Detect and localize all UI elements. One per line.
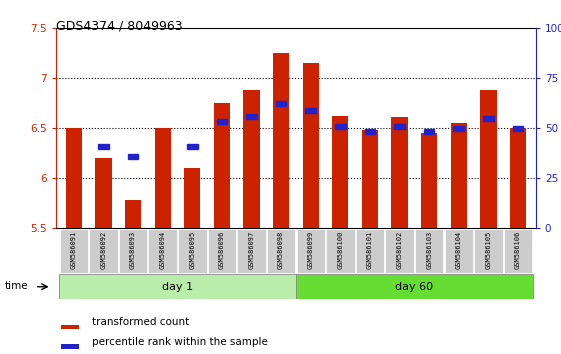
Bar	[332, 116, 348, 228]
Bar	[326, 229, 355, 273]
Text: GSM586092: GSM586092	[100, 231, 107, 269]
Bar	[305, 108, 316, 113]
Bar	[59, 274, 296, 299]
Bar	[267, 229, 295, 273]
Text: GSM586103: GSM586103	[426, 231, 432, 269]
Bar	[394, 124, 405, 129]
Bar	[66, 129, 82, 228]
Bar	[362, 130, 378, 228]
Bar	[98, 144, 109, 149]
Bar	[95, 158, 112, 228]
Bar	[119, 229, 148, 273]
Bar	[184, 169, 200, 228]
Bar	[392, 117, 408, 228]
Bar	[510, 129, 526, 228]
Bar	[89, 229, 118, 273]
Bar	[243, 90, 260, 228]
Text: GSM586100: GSM586100	[337, 231, 343, 269]
Bar	[474, 229, 503, 273]
Bar	[187, 144, 197, 149]
Bar	[504, 229, 532, 273]
Text: GSM586097: GSM586097	[249, 231, 255, 269]
Bar	[276, 101, 287, 105]
Bar	[302, 63, 319, 228]
Bar	[453, 126, 464, 131]
Text: time: time	[4, 281, 28, 291]
Text: GSM586101: GSM586101	[367, 231, 373, 269]
Bar	[61, 325, 79, 329]
Bar	[415, 229, 443, 273]
Bar	[217, 119, 227, 124]
Bar	[61, 344, 79, 348]
Bar	[208, 229, 236, 273]
Bar	[450, 123, 467, 228]
Text: GSM586105: GSM586105	[485, 231, 491, 269]
Bar	[246, 114, 257, 119]
Text: GSM586095: GSM586095	[189, 231, 195, 269]
Bar	[335, 124, 346, 129]
Bar	[237, 229, 266, 273]
Bar	[59, 229, 88, 273]
Text: GSM586104: GSM586104	[456, 231, 462, 269]
Bar	[444, 229, 473, 273]
Text: GSM586106: GSM586106	[515, 231, 521, 269]
Bar	[297, 229, 325, 273]
Bar	[178, 229, 206, 273]
Bar	[125, 200, 141, 228]
Bar	[149, 229, 177, 273]
Bar	[214, 103, 230, 228]
Text: GSM586091: GSM586091	[71, 231, 77, 269]
Text: GSM586099: GSM586099	[308, 231, 314, 269]
Bar	[385, 229, 414, 273]
Bar	[513, 126, 523, 131]
Text: GDS4374 / 8049963: GDS4374 / 8049963	[56, 19, 183, 33]
Text: percentile rank within the sample: percentile rank within the sample	[92, 337, 268, 347]
Bar	[296, 274, 533, 299]
Text: day 60: day 60	[396, 282, 434, 292]
Text: transformed count: transformed count	[92, 317, 189, 327]
Bar	[483, 116, 494, 120]
Text: GSM586093: GSM586093	[130, 231, 136, 269]
Bar	[356, 229, 384, 273]
Text: GSM586094: GSM586094	[160, 231, 165, 269]
Bar	[365, 129, 375, 133]
Text: GSM586098: GSM586098	[278, 231, 284, 269]
Bar	[421, 133, 438, 228]
Bar	[128, 154, 139, 159]
Text: day 1: day 1	[162, 282, 193, 292]
Bar	[424, 129, 434, 133]
Bar	[154, 129, 171, 228]
Text: GSM586102: GSM586102	[397, 231, 403, 269]
Bar	[273, 53, 289, 228]
Text: GSM586096: GSM586096	[219, 231, 225, 269]
Bar	[480, 90, 496, 228]
